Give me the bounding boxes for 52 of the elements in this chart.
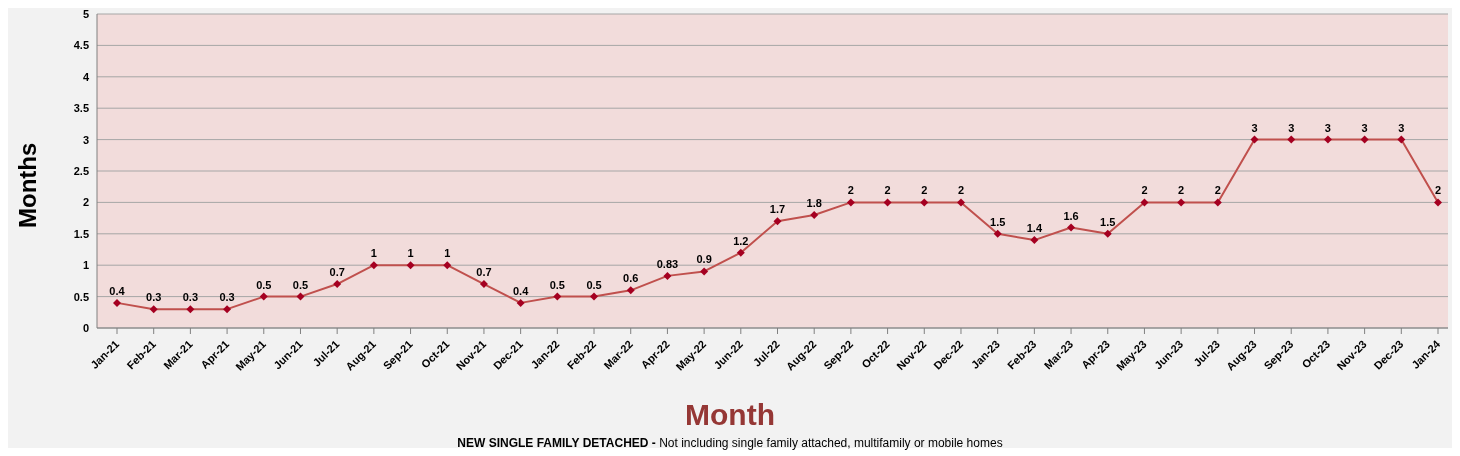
data-label: 0.83	[656, 257, 679, 270]
y-tick-label: 4	[82, 70, 90, 83]
y-tick-label: 1.5	[73, 227, 89, 240]
text: Not including single family attached, multifamily or mobile homes	[658, 436, 1003, 450]
data-label: 3	[1251, 121, 1258, 134]
data-label: 2	[1178, 184, 1185, 197]
data-label: 2	[884, 184, 891, 197]
data-label: 0.3	[219, 291, 235, 304]
data-label: 0.4	[512, 284, 530, 297]
y-tick-label: 2.5	[73, 164, 89, 177]
data-label: 1.5	[1100, 215, 1116, 228]
data-label: 1	[370, 247, 377, 260]
data-label: 3	[1324, 121, 1331, 134]
data-label: 0.4	[109, 284, 126, 297]
data-label: 2	[1434, 184, 1442, 197]
data-label: 1.5	[990, 215, 1006, 228]
data-label: 1.7	[769, 203, 786, 216]
data-label: 3	[1288, 121, 1295, 134]
data-label: 0.9	[696, 253, 712, 266]
data-label: 3	[1398, 121, 1405, 134]
y-tick-label: 3	[82, 133, 89, 146]
y-tick-label: 4.5	[73, 39, 89, 52]
y-tick-label: 2	[82, 196, 89, 209]
y-tick-label: 5	[82, 7, 89, 20]
y-axis-title: Months	[14, 142, 41, 228]
data-label: 1.8	[806, 196, 822, 209]
data-label: 3	[1361, 121, 1368, 134]
data-label: 2	[921, 184, 928, 197]
data-label: 1	[407, 247, 414, 260]
text: NEW SINGLE FAMILY DETACHED -	[457, 436, 656, 450]
data-label: 2	[957, 184, 965, 197]
data-label: 0.7	[476, 266, 492, 279]
data-label: 2	[847, 184, 854, 197]
data-label: 1.6	[1063, 209, 1079, 222]
y-tick-label: 1	[82, 259, 89, 272]
data-label: 0.3	[182, 291, 199, 304]
data-label: 0.6	[623, 272, 639, 285]
data-label: 0.3	[146, 291, 162, 304]
data-label: 1	[444, 247, 451, 260]
data-label: 1.4	[1026, 222, 1043, 235]
data-label: 0.7	[329, 266, 345, 279]
data-label: 2	[1214, 184, 1221, 197]
data-label: 2	[1141, 184, 1148, 197]
y-tick-label: 0	[82, 321, 89, 334]
y-tick-label: 0.5	[73, 290, 89, 303]
data-label: 1.2	[733, 234, 749, 247]
data-label: 0.5	[292, 278, 309, 291]
data-label: 0.5	[256, 278, 272, 291]
data-label: 0.5	[549, 278, 565, 291]
y-tick-label: 3.5	[73, 102, 89, 115]
data-label: 0.5	[586, 278, 602, 291]
x-axis-title: Month	[684, 398, 776, 432]
